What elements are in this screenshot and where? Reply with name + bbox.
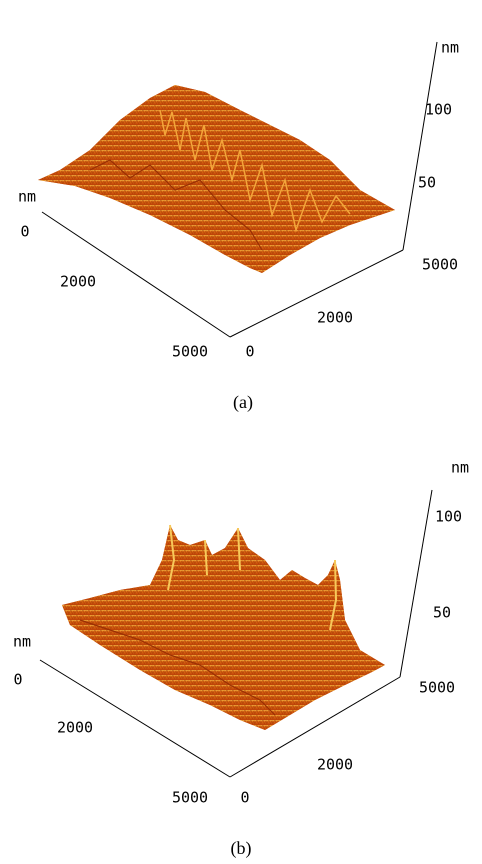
y-tick-label: 2000 [60,273,96,291]
axis-line [39,659,231,778]
axis-line [402,41,438,251]
z-tick-label: 100 [435,508,462,526]
z-tick-label: 50 [433,604,451,622]
x-tick-label: 5000 [422,256,458,274]
x-tick-label: 0 [245,343,254,361]
y-tick-label: 5000 [172,789,208,807]
y-tick-label: 0 [13,671,22,689]
y-unit: nm [18,188,36,206]
x-tick-label: 2000 [317,309,353,327]
axis-line [399,489,433,678]
y-unit: nm [13,633,31,651]
x-tick-label: 2000 [317,756,353,774]
axis-line [229,249,404,338]
x-tick-label: 0 [240,789,249,807]
surface-a [38,85,395,273]
z-tick-label: 50 [418,174,436,192]
y-tick-label: 5000 [172,343,208,361]
surface-b [62,524,385,730]
caption: (a) [233,392,253,413]
axis-line [229,676,401,778]
y-tick-label: 2000 [57,719,93,737]
z-unit: nm [441,39,459,57]
caption: (b) [231,838,252,859]
x-tick-label: 5000 [419,679,455,697]
z-unit: nm [451,459,469,477]
z-tick-label: 100 [425,101,452,119]
y-tick-label: 0 [20,223,29,241]
axis-line [41,211,231,338]
